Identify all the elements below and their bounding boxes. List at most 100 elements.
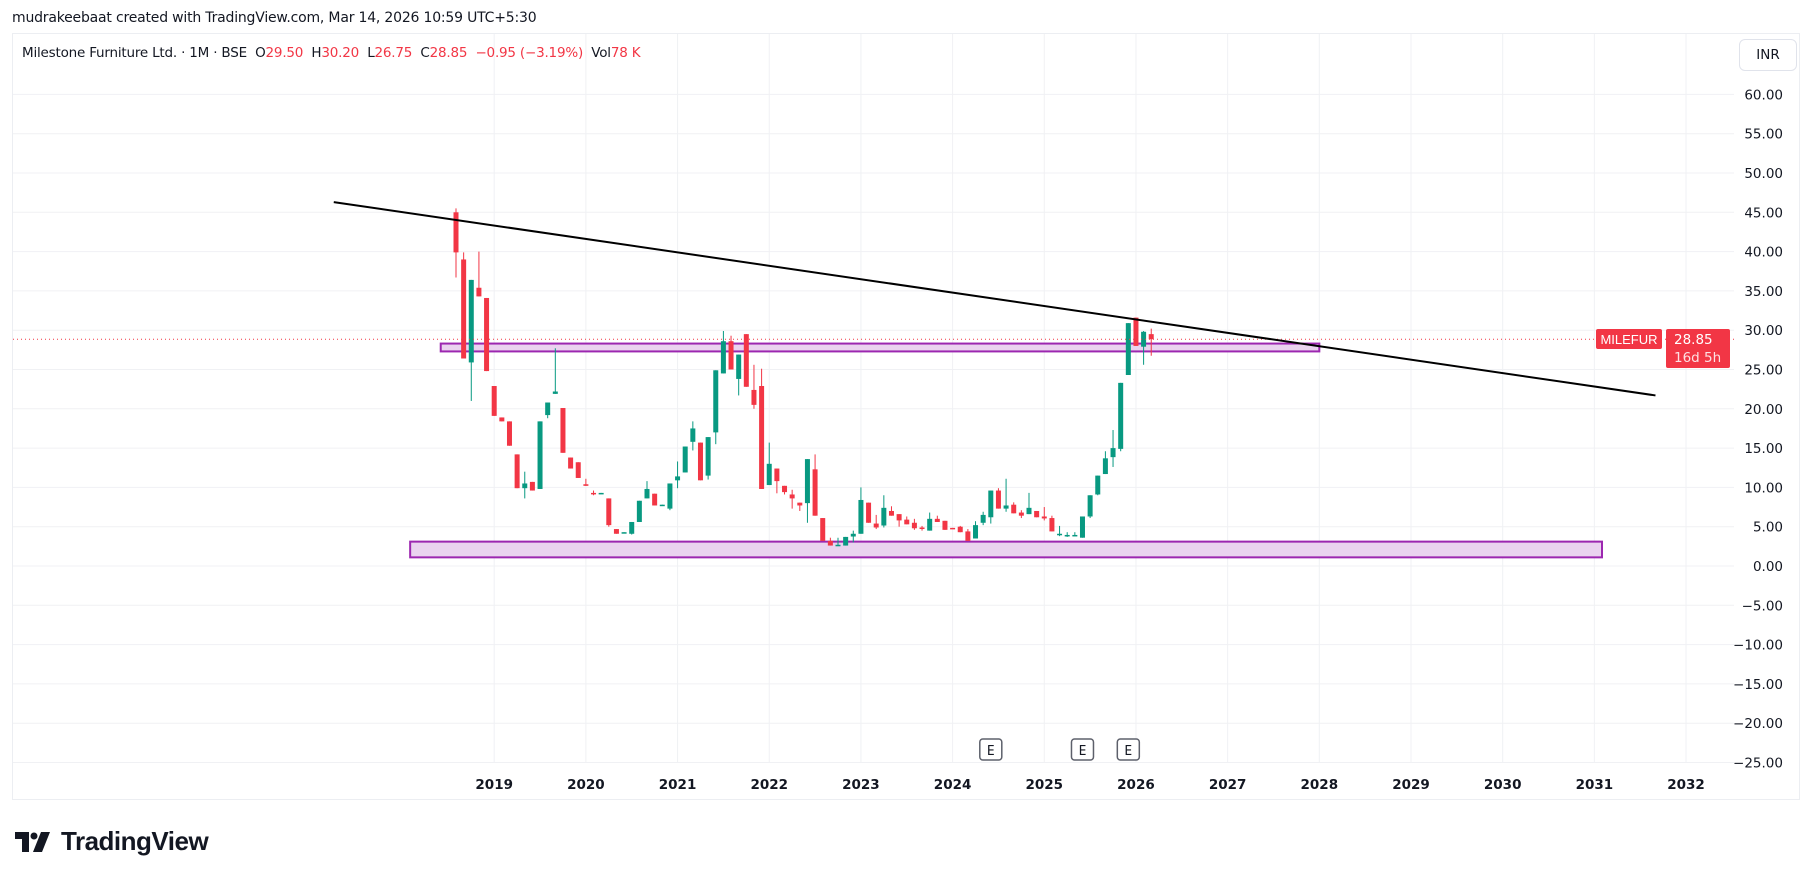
candle-up xyxy=(629,521,635,534)
time-tick-label: 2026 xyxy=(1117,777,1155,793)
candle-down xyxy=(697,442,703,481)
price-tick-label: −15.00 xyxy=(1733,677,1783,693)
candle-down xyxy=(743,334,749,387)
time-tick-label: 2030 xyxy=(1484,777,1522,793)
price-tags: MILEFUR 28.85 16d 5h xyxy=(1596,329,1730,368)
candle-down xyxy=(583,484,589,486)
symbol-legend[interactable]: Milestone Furniture Ltd. · 1M · BSE O29.… xyxy=(22,45,641,61)
candle-down xyxy=(919,527,925,529)
candle-up xyxy=(988,490,994,518)
candle-up xyxy=(675,476,681,481)
separator: · xyxy=(213,45,218,61)
candle-down xyxy=(499,417,505,422)
candles xyxy=(453,208,1154,547)
candle-down xyxy=(560,408,566,453)
price-tick-label: −5.00 xyxy=(1742,598,1783,614)
tradingview-logo-icon xyxy=(15,831,50,852)
candle-down xyxy=(942,520,948,530)
time-tick-label: 2025 xyxy=(1025,777,1063,793)
time-tick-label: 2024 xyxy=(934,777,972,793)
interval[interactable]: 1M xyxy=(189,45,210,61)
low-value: 26.75 xyxy=(374,45,413,61)
last-price-tag-bg xyxy=(1666,329,1730,368)
earnings-marker-label: E xyxy=(1079,744,1087,759)
candle-down xyxy=(1049,518,1055,532)
earnings-marker[interactable] xyxy=(979,738,1003,761)
candle-up xyxy=(850,533,856,537)
candle-down xyxy=(568,457,574,469)
candle-up xyxy=(1087,495,1093,517)
price-axis[interactable]: 60.00 55.00 50.00 45.00 40.00 35.00 30.00 25.00… xyxy=(1733,87,1783,771)
price-tick-label: 50.00 xyxy=(1744,166,1783,182)
earnings-marker[interactable] xyxy=(1070,738,1095,761)
price-tick-label: −25.00 xyxy=(1733,756,1783,772)
candle-up xyxy=(468,279,474,363)
candle-up xyxy=(766,463,772,486)
candle-up xyxy=(705,437,711,476)
trendline[interactable] xyxy=(333,201,1656,397)
candle-up xyxy=(1118,382,1124,449)
currency-button[interactable]: INR xyxy=(1739,39,1797,71)
price-tick-label: 30.00 xyxy=(1744,323,1783,339)
price-tick-label: 25.00 xyxy=(1744,363,1783,379)
candle-down xyxy=(652,493,658,506)
candle-down xyxy=(461,259,467,359)
candle-up xyxy=(644,488,650,499)
candle-down xyxy=(613,529,619,534)
open-value: 29.50 xyxy=(265,45,304,61)
ticker-tag-bg xyxy=(1596,329,1662,349)
price-zone-rectangle[interactable] xyxy=(439,342,1321,353)
price-tick-label: 40.00 xyxy=(1744,245,1783,261)
candle-down xyxy=(491,386,497,416)
grid xyxy=(13,34,1734,763)
candle-down xyxy=(812,469,818,516)
last-price-tag: 28.85 xyxy=(1674,332,1713,348)
candle-down xyxy=(1133,317,1139,346)
candle-up xyxy=(682,446,688,473)
candle-down xyxy=(873,523,879,528)
candle-down xyxy=(484,297,490,372)
candle-down xyxy=(1148,334,1154,340)
exchange: BSE xyxy=(221,45,247,61)
high-label: H xyxy=(311,45,322,61)
candle-up xyxy=(667,483,673,509)
time-axis[interactable]: 2019 2020 2021 2022 2023 2024 2025 2026 2027 2028… xyxy=(475,777,1704,793)
candle-up xyxy=(1079,516,1085,538)
candle-up xyxy=(1057,533,1063,536)
candle-up xyxy=(598,492,604,495)
candle-down xyxy=(782,485,788,493)
candle-down xyxy=(866,502,872,523)
candle-up xyxy=(1003,505,1009,509)
candle-up xyxy=(545,402,551,416)
candle-up xyxy=(659,504,665,507)
symbol-name[interactable]: Milestone Furniture Ltd. xyxy=(22,45,177,61)
candle-up xyxy=(1064,534,1070,537)
earnings-marker-label: E xyxy=(1124,744,1132,759)
candle-down xyxy=(827,540,833,546)
candle-down xyxy=(904,519,910,525)
zones[interactable] xyxy=(409,342,1603,559)
price-tick-label: 0.00 xyxy=(1753,559,1783,575)
candle-up xyxy=(1125,323,1131,376)
candle-up xyxy=(881,507,887,526)
candle-down xyxy=(751,389,757,405)
candle-up xyxy=(1026,507,1032,515)
candle-down xyxy=(934,518,940,522)
time-tick-label: 2027 xyxy=(1209,777,1247,793)
price-tick-label: 20.00 xyxy=(1744,402,1783,418)
overlays[interactable] xyxy=(13,201,1734,397)
bar-countdown: 16d 5h xyxy=(1674,350,1721,366)
tradingview-logo-text: TradingView xyxy=(61,826,209,856)
candle-up xyxy=(1141,331,1147,347)
time-tick-label: 2029 xyxy=(1392,777,1430,793)
price-zone-rectangle[interactable] xyxy=(409,540,1603,559)
time-tick-label: 2028 xyxy=(1301,777,1339,793)
price-tick-label: 55.00 xyxy=(1744,127,1783,143)
candle-down xyxy=(774,468,780,482)
earnings-marker[interactable] xyxy=(1116,738,1141,761)
candle-down xyxy=(820,518,826,541)
high-value: 30.20 xyxy=(321,45,359,61)
tradingview-logo[interactable]: TradingView xyxy=(15,826,209,857)
